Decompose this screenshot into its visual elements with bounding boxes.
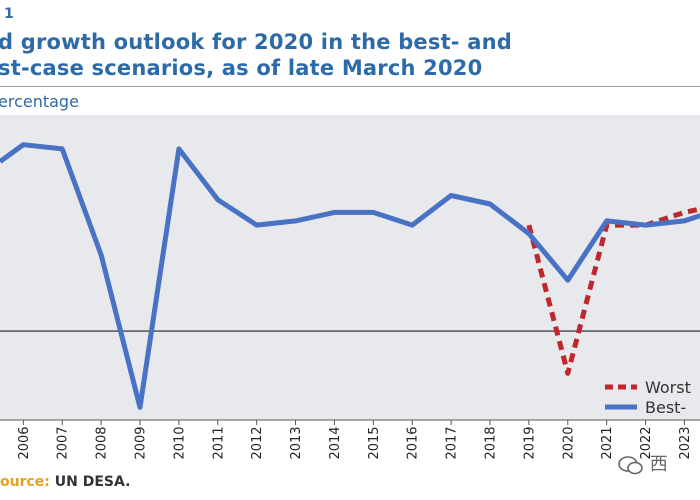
header-divider (0, 86, 700, 87)
x-tick-label-2019: 2019 (522, 426, 537, 459)
series-line-worst (526, 206, 700, 376)
source-label: ource: (0, 474, 50, 490)
watermark-text: 西 (649, 454, 668, 475)
x-tick-label-2017: 2017 (445, 426, 460, 459)
chart-title-line-1: d growth outlook for 2020 in the best- a… (0, 30, 512, 54)
legend-label-worst: Worst (645, 378, 691, 397)
source-value: UN DESA. (54, 474, 131, 490)
plot-area (0, 115, 700, 420)
x-tick-label-2011: 2011 (211, 426, 226, 459)
x-tick-label-2009: 2009 (134, 426, 149, 459)
watermark: 西 (618, 450, 668, 476)
x-tick-label-2010: 2010 (172, 426, 187, 459)
source-note: ource: UN DESA. (0, 474, 130, 490)
figure-number: 1 (4, 6, 14, 22)
x-tick-label-2020: 2020 (561, 426, 576, 459)
x-tick-label-2012: 2012 (250, 426, 265, 459)
chart-title-line-2: st-case scenarios, as of late March 2020 (0, 56, 483, 80)
legend-label-best: Best- (645, 398, 686, 417)
x-tick-label-2022: 2022 (639, 426, 654, 459)
x-tick-label-2006: 2006 (17, 426, 32, 459)
x-tick-label-2023: 2023 (678, 426, 693, 459)
x-tick-label-2014: 2014 (328, 426, 343, 459)
series-line-best (0, 142, 700, 410)
x-tick-label-2015: 2015 (367, 426, 382, 459)
x-tick-label-2007: 2007 (56, 426, 71, 459)
y-axis-unit-label: ercentage (0, 92, 79, 111)
x-tick-label-2013: 2013 (289, 426, 304, 459)
x-tick-label-2018: 2018 (484, 426, 499, 459)
x-tick-label-2021: 2021 (600, 426, 615, 459)
x-tick-label-2016: 2016 (406, 426, 421, 459)
chat-bubble-icon (618, 456, 643, 475)
x-tick-label-2008: 2008 (95, 426, 110, 459)
